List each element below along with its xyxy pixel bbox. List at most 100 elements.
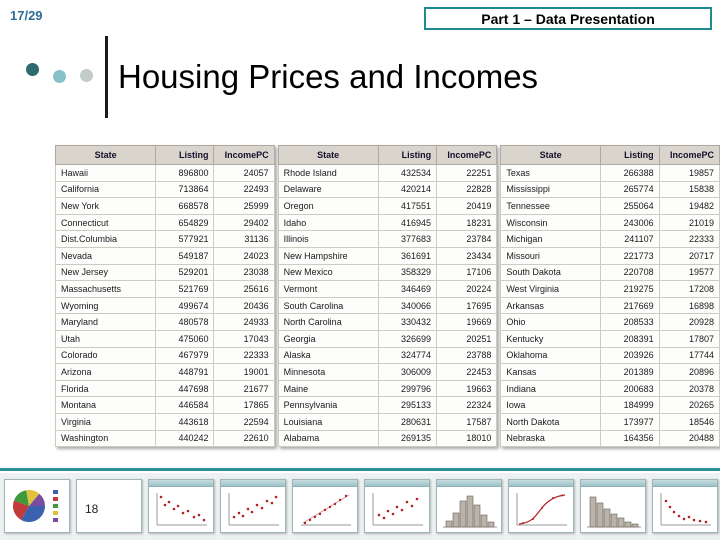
listing-cell: 521769 bbox=[155, 280, 215, 298]
state-cell: New Mexico bbox=[277, 263, 379, 282]
incomepc-cell: 22453 bbox=[436, 363, 498, 381]
table-row: Illinois 377683 23784 bbox=[277, 230, 498, 248]
state-cell: Dist.Columbia bbox=[54, 230, 157, 248]
state-cell: North Carolina bbox=[277, 313, 379, 331]
page-indicator: 17/29 bbox=[10, 8, 43, 23]
thumbnail-scatter-plot bbox=[652, 479, 718, 533]
incomepc-cell: 20436 bbox=[213, 296, 275, 315]
table-header-row: State Listing IncomePC bbox=[54, 145, 275, 165]
state-cell: Illinois bbox=[277, 230, 379, 248]
state-cell: Delaware bbox=[277, 180, 379, 199]
state-cell: Ohio bbox=[500, 313, 601, 331]
state-cell: Iowa bbox=[500, 396, 601, 414]
incomepc-cell: 17744 bbox=[658, 346, 720, 365]
table-row: New Mexico 358329 17106 bbox=[277, 263, 498, 282]
incomepc-cell: 22333 bbox=[658, 230, 720, 248]
decorative-dot-gray bbox=[80, 69, 93, 82]
incomepc-cell: 18231 bbox=[436, 213, 498, 232]
listing-cell: 201389 bbox=[599, 363, 660, 381]
incomepc-cell: 19482 bbox=[658, 197, 720, 215]
listing-cell: 358329 bbox=[377, 263, 438, 282]
state-cell: Massachusetts bbox=[54, 280, 157, 298]
incomepc-cell: 17865 bbox=[213, 396, 275, 414]
incomepc-cell: 21019 bbox=[658, 213, 720, 232]
incomepc-cell: 20717 bbox=[658, 246, 720, 265]
state-cell: Montana bbox=[54, 396, 157, 414]
listing-cell: 306009 bbox=[377, 363, 438, 381]
decorative-dot-dark-teal bbox=[26, 63, 39, 76]
listing-cell: 200683 bbox=[599, 379, 660, 398]
slide-number-label: 18 bbox=[85, 502, 99, 516]
listing-cell: 217669 bbox=[599, 296, 660, 315]
incomepc-cell: 29402 bbox=[213, 213, 275, 232]
thumbnail-pie-chart bbox=[4, 479, 70, 533]
thumbnail-scatter-plot bbox=[148, 479, 214, 533]
column-header: State bbox=[277, 145, 379, 165]
table-row: Minnesota 306009 22453 bbox=[277, 363, 498, 381]
state-cell: Maryland bbox=[54, 313, 157, 331]
incomepc-cell: 20224 bbox=[436, 280, 498, 298]
listing-cell: 340066 bbox=[377, 296, 438, 315]
listing-cell: 280631 bbox=[377, 412, 438, 431]
state-cell: South Carolina bbox=[277, 296, 379, 315]
table-row: Maine 299796 19663 bbox=[277, 379, 498, 398]
scatter-plot-icon bbox=[660, 493, 711, 526]
state-cell: Florida bbox=[54, 379, 157, 398]
state-table-3: State Listing IncomePC Texas 266388 19857 Miss… bbox=[500, 145, 720, 448]
incomepc-cell: 23434 bbox=[436, 246, 498, 265]
table-row: Kansas 201389 20896 bbox=[500, 363, 720, 381]
incomepc-cell: 17587 bbox=[436, 412, 498, 431]
tables-row: State Listing IncomePC Hawaii 896800 24057 Cal… bbox=[54, 145, 720, 448]
listing-cell: 448791 bbox=[155, 363, 215, 381]
table-row: Tennessee 255064 19482 bbox=[500, 197, 720, 215]
listing-cell: 480578 bbox=[155, 313, 215, 331]
listing-cell: 447698 bbox=[155, 379, 215, 398]
table-row: Alaska 324774 23788 bbox=[277, 346, 498, 365]
incomepc-cell: 20419 bbox=[436, 197, 498, 215]
listing-cell: 266388 bbox=[599, 164, 660, 182]
state-cell: Michigan bbox=[500, 230, 601, 248]
incomepc-cell: 23788 bbox=[436, 346, 498, 365]
listing-cell: 416945 bbox=[377, 213, 438, 232]
listing-cell: 417551 bbox=[377, 197, 438, 215]
bottom-divider-line bbox=[0, 468, 720, 471]
incomepc-cell: 20378 bbox=[658, 379, 720, 398]
table-row: South Dakota 220708 19577 bbox=[500, 263, 720, 282]
thumbnail-titlebar bbox=[149, 480, 213, 487]
incomepc-cell: 17695 bbox=[436, 296, 498, 315]
incomepc-cell: 17807 bbox=[658, 329, 720, 348]
thumbnail-scatter-plot bbox=[364, 479, 430, 533]
table-row: West Virginia 219275 17208 bbox=[500, 280, 720, 298]
listing-cell: 446584 bbox=[155, 396, 215, 414]
table-row: Montana 446584 17865 bbox=[54, 396, 275, 414]
table-row: New York 668578 25999 bbox=[54, 197, 275, 215]
scatter-plot-icon bbox=[372, 493, 423, 526]
state-cell: Tennessee bbox=[500, 197, 601, 215]
incomepc-cell: 20896 bbox=[658, 363, 720, 381]
table-header-row: State Listing IncomePC bbox=[277, 145, 498, 165]
column-header: Listing bbox=[377, 145, 438, 165]
thumbnail-titlebar bbox=[221, 480, 285, 487]
table-row: Hawaii 896800 24057 bbox=[54, 164, 275, 182]
state-cell: New York bbox=[54, 197, 157, 215]
histogram-icon bbox=[587, 496, 641, 528]
thumbnail-titlebar bbox=[365, 480, 429, 487]
state-cell: Alaska bbox=[277, 346, 379, 365]
table-row: California 713864 22493 bbox=[54, 180, 275, 199]
incomepc-cell: 25999 bbox=[213, 197, 275, 215]
incomepc-cell: 20928 bbox=[658, 313, 720, 331]
state-cell: Virginia bbox=[54, 412, 157, 431]
incomepc-cell: 16898 bbox=[658, 296, 720, 315]
listing-cell: 295133 bbox=[377, 396, 438, 414]
column-header: IncomePC bbox=[658, 145, 720, 165]
incomepc-cell: 22493 bbox=[213, 180, 275, 199]
incomepc-cell: 17208 bbox=[658, 280, 720, 298]
listing-cell: 432534 bbox=[377, 164, 438, 182]
thumbnail-histogram bbox=[436, 479, 502, 533]
state-cell: Indiana bbox=[500, 379, 601, 398]
incomepc-cell: 18010 bbox=[436, 429, 498, 448]
state-cell: New Jersey bbox=[54, 263, 157, 282]
listing-cell: 668578 bbox=[155, 197, 215, 215]
state-cell: Georgia bbox=[277, 329, 379, 348]
thumbnail-titlebar bbox=[509, 480, 573, 487]
